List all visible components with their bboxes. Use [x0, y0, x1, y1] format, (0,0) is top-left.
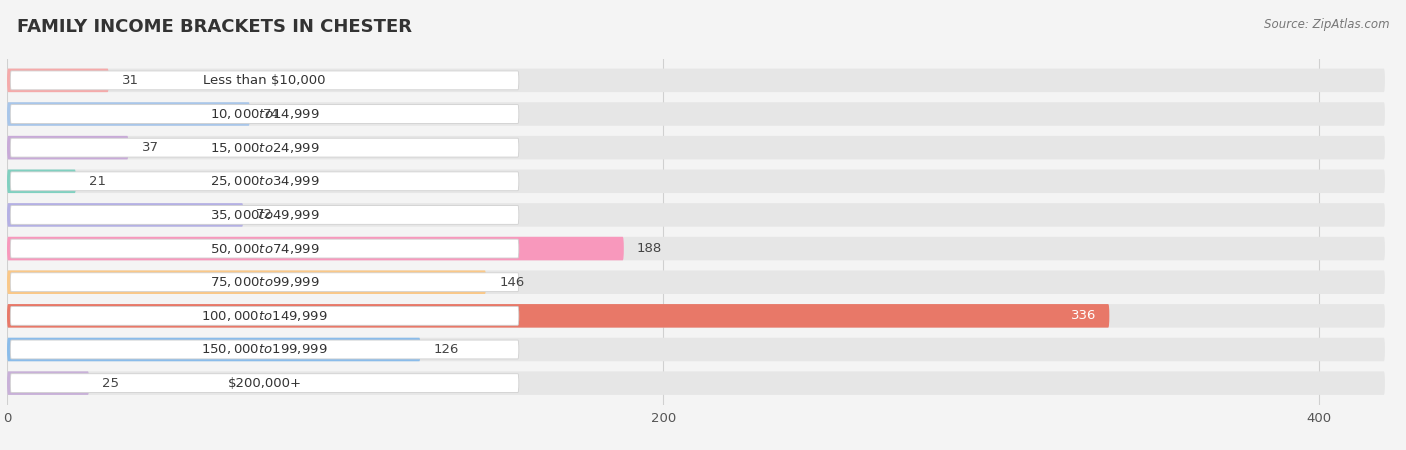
FancyBboxPatch shape [7, 170, 76, 193]
FancyBboxPatch shape [7, 136, 1385, 159]
Text: 126: 126 [433, 343, 458, 356]
FancyBboxPatch shape [7, 237, 1385, 261]
FancyBboxPatch shape [10, 340, 519, 359]
Text: 336: 336 [1071, 309, 1097, 322]
Text: FAMILY INCOME BRACKETS IN CHESTER: FAMILY INCOME BRACKETS IN CHESTER [17, 18, 412, 36]
FancyBboxPatch shape [7, 304, 1385, 328]
Text: $200,000+: $200,000+ [228, 377, 301, 390]
Text: $50,000 to $74,999: $50,000 to $74,999 [209, 242, 319, 256]
Text: 21: 21 [89, 175, 105, 188]
FancyBboxPatch shape [10, 104, 519, 123]
FancyBboxPatch shape [7, 371, 1385, 395]
FancyBboxPatch shape [10, 71, 519, 90]
Text: Source: ZipAtlas.com: Source: ZipAtlas.com [1264, 18, 1389, 31]
Text: $100,000 to $149,999: $100,000 to $149,999 [201, 309, 328, 323]
Text: $10,000 to $14,999: $10,000 to $14,999 [209, 107, 319, 121]
FancyBboxPatch shape [10, 306, 519, 325]
Text: $25,000 to $34,999: $25,000 to $34,999 [209, 174, 319, 188]
Text: 146: 146 [499, 276, 524, 289]
Text: $150,000 to $199,999: $150,000 to $199,999 [201, 342, 328, 356]
FancyBboxPatch shape [7, 203, 1385, 227]
FancyBboxPatch shape [7, 68, 108, 92]
FancyBboxPatch shape [7, 270, 1385, 294]
FancyBboxPatch shape [10, 374, 519, 392]
Text: $75,000 to $99,999: $75,000 to $99,999 [209, 275, 319, 289]
FancyBboxPatch shape [7, 136, 128, 159]
Text: $35,000 to $49,999: $35,000 to $49,999 [209, 208, 319, 222]
Text: 188: 188 [637, 242, 662, 255]
FancyBboxPatch shape [7, 371, 89, 395]
FancyBboxPatch shape [7, 304, 1109, 328]
Text: 72: 72 [256, 208, 273, 221]
FancyBboxPatch shape [10, 138, 519, 157]
FancyBboxPatch shape [10, 206, 519, 225]
FancyBboxPatch shape [7, 338, 1385, 361]
FancyBboxPatch shape [10, 273, 519, 292]
FancyBboxPatch shape [7, 338, 420, 361]
FancyBboxPatch shape [7, 203, 243, 227]
FancyBboxPatch shape [10, 239, 519, 258]
FancyBboxPatch shape [7, 237, 624, 261]
Text: 31: 31 [122, 74, 139, 87]
Text: 74: 74 [263, 108, 280, 121]
FancyBboxPatch shape [7, 68, 1385, 92]
Text: 25: 25 [103, 377, 120, 390]
Text: $15,000 to $24,999: $15,000 to $24,999 [209, 141, 319, 155]
FancyBboxPatch shape [7, 102, 1385, 126]
FancyBboxPatch shape [7, 170, 1385, 193]
Text: 37: 37 [142, 141, 159, 154]
FancyBboxPatch shape [7, 102, 250, 126]
FancyBboxPatch shape [7, 270, 486, 294]
FancyBboxPatch shape [10, 172, 519, 191]
Text: Less than $10,000: Less than $10,000 [204, 74, 326, 87]
